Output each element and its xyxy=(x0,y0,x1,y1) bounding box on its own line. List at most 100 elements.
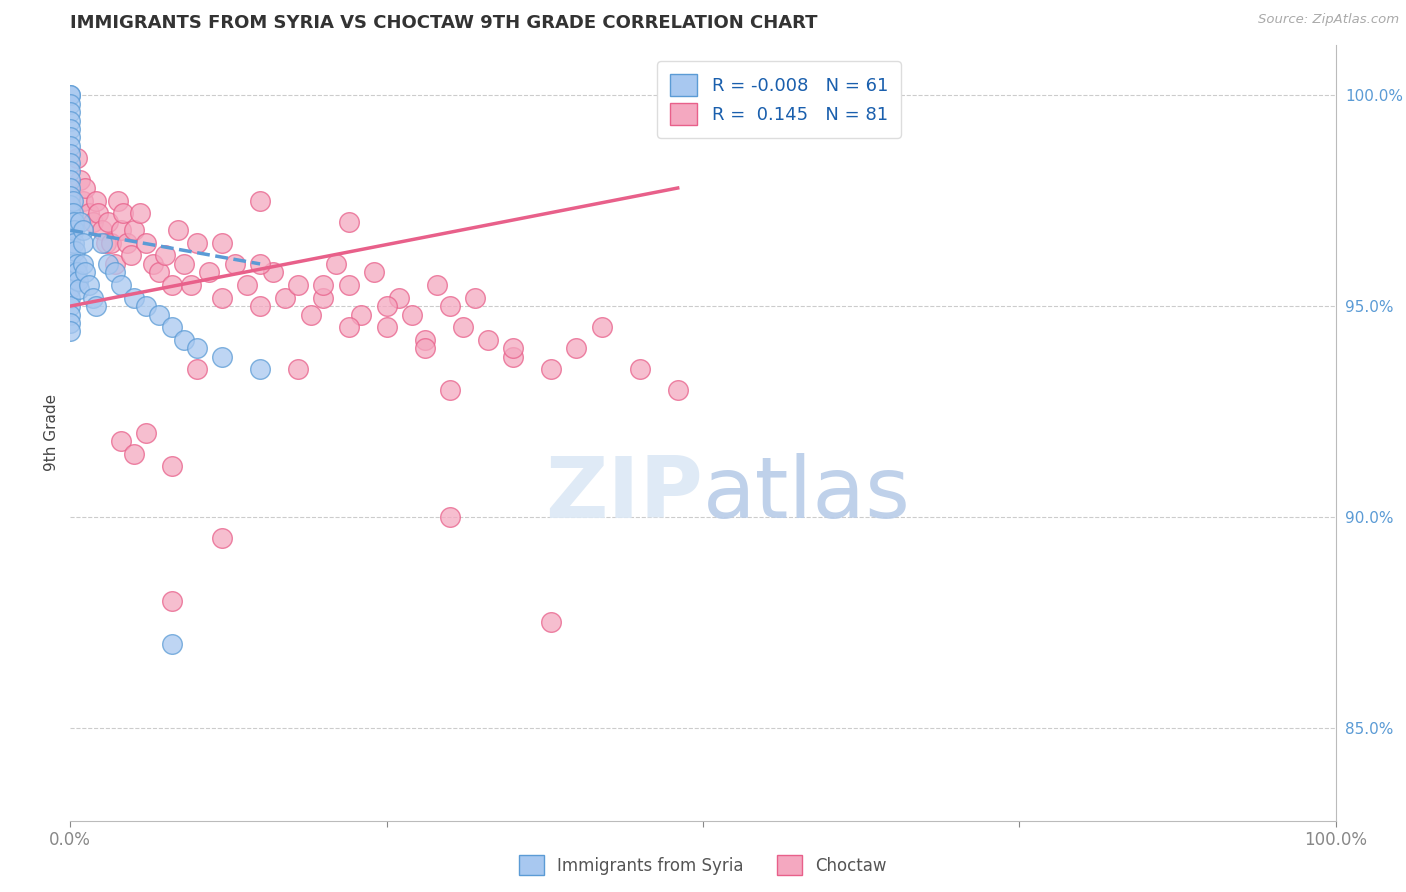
Text: atlas: atlas xyxy=(703,453,911,536)
Point xyxy=(59,147,82,161)
Point xyxy=(540,362,562,376)
Point xyxy=(628,362,651,376)
Point xyxy=(72,257,94,271)
Point xyxy=(59,232,82,246)
Point xyxy=(59,88,82,103)
Point xyxy=(186,341,208,355)
Point xyxy=(69,172,91,186)
Point xyxy=(350,308,373,322)
Point xyxy=(59,155,82,169)
Point xyxy=(540,615,562,630)
Point xyxy=(59,325,82,339)
Point xyxy=(59,274,82,288)
Point xyxy=(90,235,114,250)
Point xyxy=(312,278,335,293)
Point xyxy=(249,194,271,208)
Point xyxy=(439,510,461,524)
Point xyxy=(120,248,142,262)
Point xyxy=(104,265,127,279)
Point xyxy=(388,291,411,305)
Point xyxy=(401,308,423,322)
Point xyxy=(325,257,347,271)
Point xyxy=(72,235,94,250)
Point xyxy=(451,320,474,334)
Point xyxy=(363,265,385,279)
Point xyxy=(135,235,157,250)
Point xyxy=(59,257,82,271)
Point xyxy=(79,206,101,220)
Point xyxy=(100,235,122,250)
Point xyxy=(502,341,524,355)
Point xyxy=(180,278,202,293)
Point xyxy=(79,278,101,293)
Point xyxy=(59,223,82,237)
Point xyxy=(72,223,94,237)
Point xyxy=(65,244,87,259)
Point xyxy=(59,189,82,203)
Point xyxy=(211,531,233,545)
Point xyxy=(224,257,246,271)
Point xyxy=(122,291,145,305)
Point xyxy=(63,215,86,229)
Point xyxy=(59,291,82,305)
Point xyxy=(312,291,335,305)
Point xyxy=(72,194,94,208)
Point xyxy=(198,265,221,279)
Point xyxy=(112,206,135,220)
Point xyxy=(69,215,91,229)
Point xyxy=(211,350,233,364)
Point xyxy=(82,215,104,229)
Point xyxy=(565,341,588,355)
Point xyxy=(59,198,82,212)
Point xyxy=(439,299,461,313)
Point xyxy=(249,362,271,376)
Point xyxy=(62,194,84,208)
Point xyxy=(59,113,82,128)
Point xyxy=(110,278,132,293)
Point xyxy=(287,278,309,293)
Point xyxy=(110,434,132,448)
Point xyxy=(666,384,689,398)
Point xyxy=(59,206,82,220)
Point xyxy=(90,223,114,237)
Point xyxy=(115,235,138,250)
Text: ZIP: ZIP xyxy=(546,453,703,536)
Point xyxy=(59,308,82,322)
Point xyxy=(477,333,499,347)
Point xyxy=(59,181,82,195)
Point xyxy=(110,223,132,237)
Point xyxy=(274,291,297,305)
Point xyxy=(59,282,82,296)
Point xyxy=(75,181,97,195)
Point xyxy=(129,206,152,220)
Point xyxy=(59,265,82,279)
Point xyxy=(141,257,163,271)
Point xyxy=(122,223,145,237)
Point xyxy=(122,447,145,461)
Point xyxy=(94,235,117,250)
Point xyxy=(135,299,157,313)
Point xyxy=(160,320,183,334)
Point xyxy=(59,138,82,153)
Point xyxy=(59,105,82,120)
Point xyxy=(59,122,82,136)
Point xyxy=(375,320,398,334)
Point xyxy=(211,235,233,250)
Point xyxy=(464,291,486,305)
Point xyxy=(59,235,82,250)
Point xyxy=(87,206,110,220)
Point xyxy=(160,459,183,474)
Point xyxy=(502,350,524,364)
Point xyxy=(337,278,360,293)
Point xyxy=(591,320,613,334)
Point xyxy=(249,299,271,313)
Point xyxy=(262,265,284,279)
Point xyxy=(65,257,87,271)
Point xyxy=(107,194,129,208)
Point xyxy=(59,299,82,313)
Point xyxy=(426,278,449,293)
Point xyxy=(59,215,82,229)
Point xyxy=(413,341,436,355)
Point xyxy=(59,172,82,186)
Point xyxy=(211,291,233,305)
